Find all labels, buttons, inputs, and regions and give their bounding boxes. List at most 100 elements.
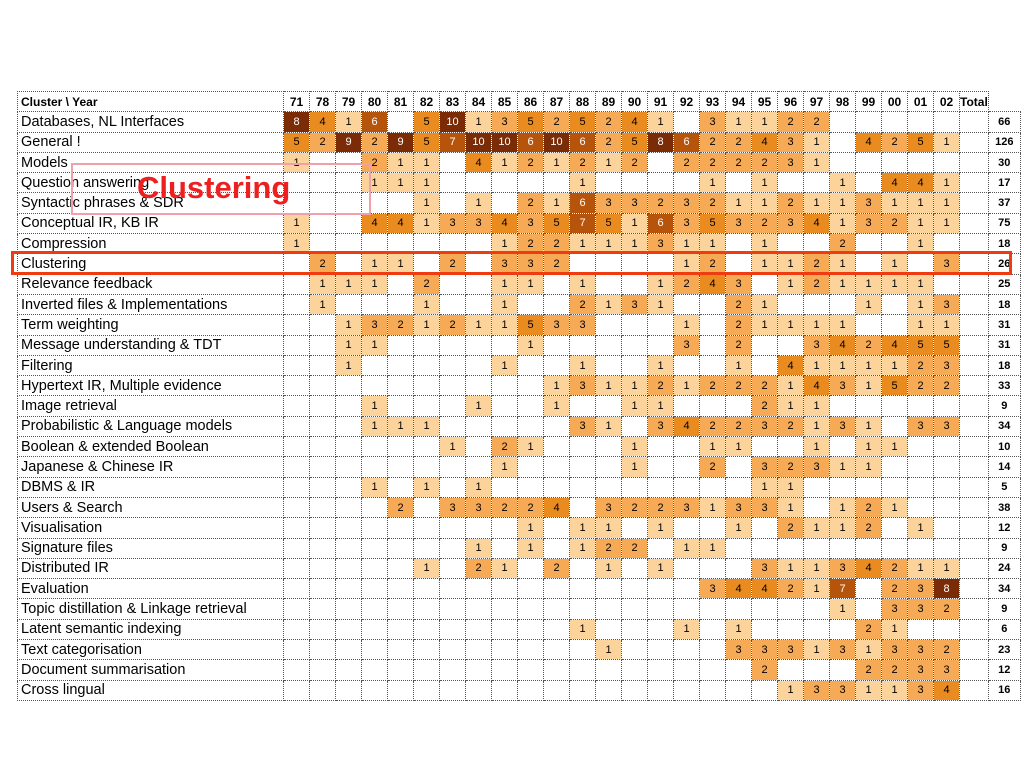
value-cell: 1 (465, 476, 492, 498)
table-row: Question answering 1 1 1 1 1 1 1 4 4 1 17 (17, 172, 1021, 194)
value-cell (309, 476, 336, 498)
value-cell (777, 334, 804, 356)
value-cell: 2 (517, 496, 544, 519)
value-cell: 8 (647, 131, 674, 153)
value-cell: 1 (881, 679, 908, 701)
value-cell: 3 (673, 192, 700, 214)
value-cell: 1 (673, 233, 700, 255)
value-cell: 1 (777, 314, 804, 336)
value-cell (543, 476, 570, 498)
table-row: Cross lingual 1 3 3 1 1 3 4 16 (17, 679, 1021, 701)
value-cell: 1 (413, 192, 440, 214)
value-cell: 6 (673, 131, 700, 153)
value-cell (543, 456, 570, 478)
value-cell: 4 (621, 111, 648, 133)
value-cell: 1 (855, 679, 882, 701)
value-cell (569, 578, 596, 600)
row-total: 30 (987, 151, 1021, 174)
value-cell: 2 (309, 253, 336, 275)
value-cell: 1 (829, 517, 856, 539)
value-cell: 1 (777, 496, 804, 519)
value-cell: 2 (725, 415, 752, 438)
value-cell (335, 375, 362, 397)
value-cell (517, 618, 544, 641)
value-cell: 3 (933, 415, 960, 438)
value-cell: 1 (933, 557, 960, 580)
value-cell: 1 (699, 537, 726, 559)
value-cell: 4 (803, 375, 830, 397)
table-row: Topic distillation & Linkage retrieval 1 3… (17, 598, 1021, 620)
header-cell: 89 (595, 90, 622, 113)
value-cell: 1 (829, 598, 856, 620)
table-row: Signature files 1 1 1 2 2 1 1 9 (17, 537, 1021, 559)
value-cell: 1 (725, 618, 752, 641)
value-cell: 2 (803, 253, 830, 275)
value-cell: 3 (907, 639, 934, 661)
value-cell: 1 (569, 537, 596, 559)
value-cell (361, 456, 388, 478)
value-cell (569, 436, 596, 458)
value-cell (283, 192, 310, 214)
value-cell: 2 (777, 192, 804, 214)
value-cell: 2 (881, 131, 908, 153)
value-cell (933, 476, 960, 498)
value-cell (413, 598, 440, 620)
value-cell: 2 (543, 233, 570, 255)
value-cell: 1 (699, 436, 726, 458)
value-cell: 3 (803, 679, 830, 701)
value-cell: 3 (517, 253, 544, 275)
value-cell (699, 659, 726, 681)
value-cell: 5 (621, 131, 648, 153)
value-cell (439, 375, 466, 397)
value-cell (647, 314, 674, 336)
value-cell: 1 (335, 273, 362, 295)
value-cell: 2 (647, 375, 674, 397)
row-total: 18 (987, 354, 1021, 377)
value-cell (621, 334, 648, 356)
value-cell (309, 639, 336, 661)
value-cell (881, 314, 908, 336)
value-cell (855, 537, 882, 559)
value-cell (465, 375, 492, 397)
value-cell: 1 (855, 273, 882, 295)
value-cell (595, 253, 622, 275)
value-cell: 1 (595, 415, 622, 438)
table-row: Clustering 2 1 1 2 3 3 2 1 2 1 1 2 1 1 3 26 (17, 253, 1021, 275)
value-cell: 2 (699, 375, 726, 397)
value-cell: 4 (699, 273, 726, 295)
value-cell (933, 395, 960, 417)
value-cell: 1 (361, 273, 388, 295)
value-cell: 2 (881, 557, 908, 580)
value-cell: 1 (855, 456, 882, 478)
value-cell: 2 (751, 212, 778, 235)
value-cell: 1 (803, 557, 830, 580)
value-cell (647, 659, 674, 681)
value-cell: 1 (465, 314, 492, 336)
row-total: 126 (987, 131, 1021, 153)
table-row: Compression 1 1 2 2 1 1 1 3 1 1 1 2 1 18 (17, 233, 1021, 255)
value-cell: 3 (777, 639, 804, 661)
value-cell (439, 679, 466, 701)
value-cell: 1 (829, 456, 856, 478)
value-cell (959, 131, 989, 153)
value-cell (959, 273, 989, 295)
value-cell: 3 (751, 415, 778, 438)
value-cell: 2 (647, 192, 674, 214)
value-cell: 2 (543, 253, 570, 275)
value-cell: 2 (387, 314, 414, 336)
value-cell (283, 537, 310, 559)
value-cell: 1 (569, 354, 596, 377)
value-cell: 1 (361, 334, 388, 356)
row-total: 5 (987, 476, 1021, 498)
value-cell (621, 557, 648, 580)
value-cell (959, 456, 989, 478)
value-cell (959, 111, 989, 133)
value-cell: 1 (595, 233, 622, 255)
value-cell (751, 598, 778, 620)
value-cell: 1 (803, 395, 830, 417)
value-cell (569, 496, 596, 519)
value-cell (309, 375, 336, 397)
value-cell: 1 (777, 557, 804, 580)
value-cell (907, 537, 934, 559)
value-cell: 1 (803, 415, 830, 438)
